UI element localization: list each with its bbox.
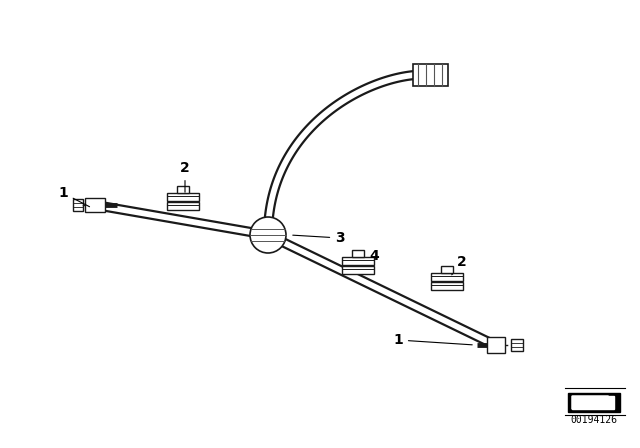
Bar — [431, 273, 463, 281]
Polygon shape — [572, 396, 614, 409]
Text: 00194126: 00194126 — [570, 415, 618, 425]
Bar — [342, 257, 374, 265]
FancyBboxPatch shape — [85, 198, 105, 212]
Bar — [431, 282, 463, 290]
Bar — [441, 266, 453, 273]
Bar — [167, 193, 199, 201]
Bar — [511, 339, 523, 351]
Text: 2: 2 — [180, 161, 190, 192]
Text: 1: 1 — [393, 333, 472, 347]
Text: 2: 2 — [452, 255, 467, 275]
Polygon shape — [572, 396, 614, 409]
Bar — [167, 202, 199, 210]
Bar — [413, 64, 448, 86]
Text: 1: 1 — [58, 186, 90, 207]
Circle shape — [250, 217, 286, 253]
Text: 4: 4 — [369, 249, 379, 263]
Bar — [73, 199, 83, 211]
Polygon shape — [568, 393, 620, 412]
Bar — [342, 266, 374, 274]
Text: 3: 3 — [292, 231, 345, 245]
Bar — [352, 250, 364, 257]
Bar — [177, 186, 189, 193]
Bar — [487, 337, 505, 353]
